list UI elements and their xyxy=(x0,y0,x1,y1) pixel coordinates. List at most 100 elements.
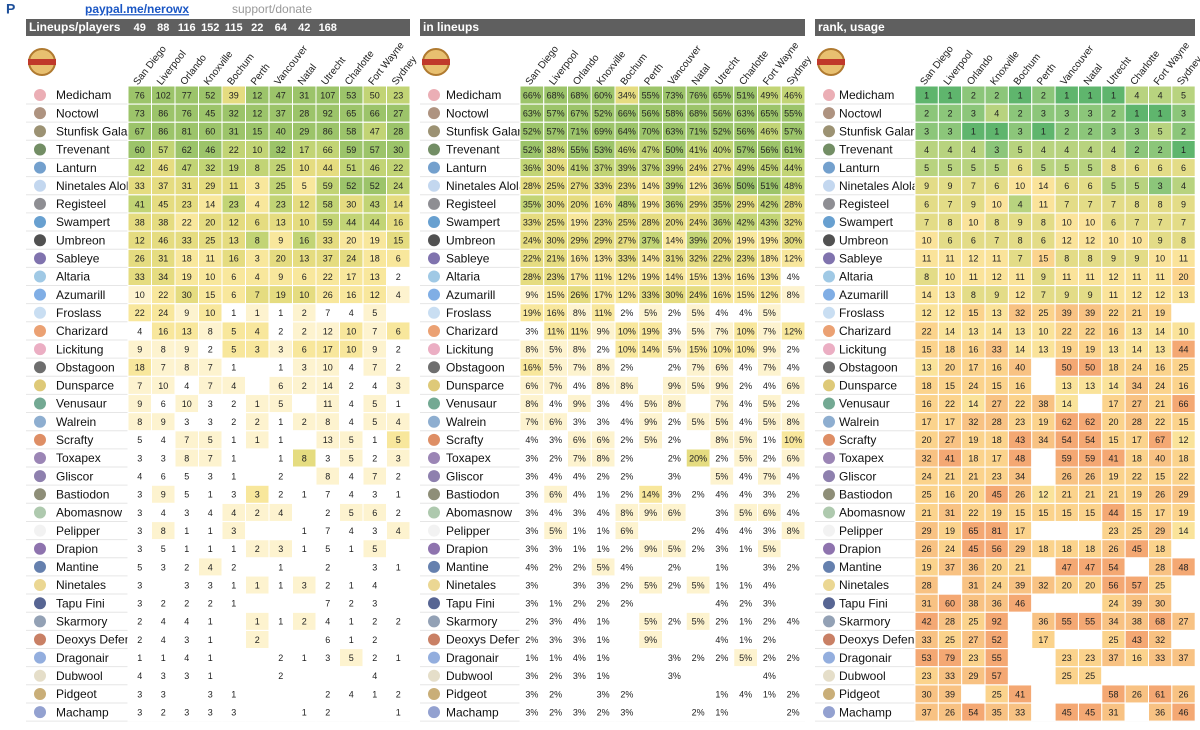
cell-value: 38 xyxy=(1038,399,1048,409)
cell-value: 6% xyxy=(597,435,610,445)
cell xyxy=(961,684,986,704)
cell-value: 11 xyxy=(323,399,332,409)
cell-value: 31 xyxy=(229,127,239,137)
pokemon-name: Dragonair xyxy=(56,651,109,665)
cell-value: 22 xyxy=(945,399,955,409)
cell-value: 5% xyxy=(739,653,752,663)
cell-value: 2 xyxy=(1158,145,1163,155)
player-count: 42 xyxy=(298,22,310,34)
cell-value: 13 xyxy=(182,326,192,336)
cell-value: 5% xyxy=(692,308,705,318)
cell-value: 30% xyxy=(784,236,802,246)
cell-value: 9 xyxy=(1041,272,1046,282)
cell-value: 17 xyxy=(323,344,333,354)
cell-value: 49% xyxy=(760,90,778,100)
cell-value: 4% xyxy=(739,417,752,427)
pokemon-name: Pidgeot xyxy=(56,687,97,701)
cell-value: 4 xyxy=(948,145,953,155)
cell-value: 67 xyxy=(1155,435,1165,445)
cell-value: 23 xyxy=(1108,526,1118,536)
cell-value: 23 xyxy=(1085,653,1095,663)
pokemon-icon xyxy=(428,361,440,374)
cell-value: 2% xyxy=(620,435,633,445)
cell-value: 2% xyxy=(763,635,776,645)
pokemon-icon xyxy=(823,615,835,628)
cell-value: 18 xyxy=(1085,544,1095,554)
cell-value: 7% xyxy=(573,363,586,373)
cell-value: 60% xyxy=(594,90,612,100)
cell-value: 86 xyxy=(323,127,333,137)
cell-value: 22 xyxy=(1085,326,1095,336)
cell-value: 5 xyxy=(278,399,283,409)
cell-value: 2 xyxy=(396,472,401,482)
cell-value: 22% xyxy=(523,254,541,264)
cell-value: 20 xyxy=(1062,580,1072,590)
cell-value: 7 xyxy=(994,236,999,246)
cell-value: 13 xyxy=(370,272,380,282)
cell-value: 6 xyxy=(161,399,166,409)
cell-value: 3 xyxy=(161,453,166,463)
donate-link[interactable]: paypal.me/nerowx xyxy=(85,2,189,16)
cell-value: 33% xyxy=(594,181,612,191)
cell-value: 17 xyxy=(299,145,309,155)
cell-value: 10 xyxy=(299,217,309,227)
cell-value: 5% xyxy=(668,544,681,554)
pokemon-icon xyxy=(34,306,46,319)
pokemon-name: Scrafty xyxy=(839,433,876,447)
cell-value: 24 xyxy=(1132,363,1142,373)
cell-value: 2% xyxy=(787,689,800,699)
cell-value: 22 xyxy=(1062,326,1072,336)
cell-value: 2% xyxy=(787,490,800,500)
pokemon-name: Ninetales Alola xyxy=(839,179,919,193)
cell-value: 4% xyxy=(787,363,800,373)
cell-value: 39 xyxy=(1015,580,1025,590)
cell-value: 29 xyxy=(299,127,309,137)
cell-value: 5 xyxy=(948,163,953,173)
cell-value: 3% xyxy=(549,617,562,627)
pokemon-icon xyxy=(34,597,46,610)
cell xyxy=(638,521,663,541)
cell xyxy=(1077,684,1103,704)
cell xyxy=(1007,666,1033,686)
cell-value: 22 xyxy=(182,217,192,227)
pokemon-name: Pelipper xyxy=(446,524,490,538)
cell-value: 64% xyxy=(618,127,636,137)
cell-value: 46 xyxy=(158,236,168,246)
cell-value: 25% xyxy=(547,181,565,191)
cell-value: 9 xyxy=(161,490,166,500)
cell-value: 2 xyxy=(278,326,283,336)
cell-value: 2% xyxy=(715,653,728,663)
cell-value: 29% xyxy=(594,236,612,246)
pokemon-name: Gliscor xyxy=(839,469,876,483)
cell-value: 10% xyxy=(713,344,731,354)
cell-value: 10 xyxy=(1038,326,1048,336)
pokemon-name: Swampert xyxy=(56,215,111,229)
cell-value: 36 xyxy=(1155,707,1165,717)
cell xyxy=(339,702,364,722)
cell xyxy=(662,521,687,541)
cell-value: 18 xyxy=(1132,453,1142,463)
cell-value: 28 xyxy=(1155,562,1165,572)
cell-value: 37 xyxy=(922,707,932,717)
cell-value: 2% xyxy=(668,363,681,373)
cell-value: 3 xyxy=(161,671,166,681)
cell-value: 10 xyxy=(968,217,978,227)
pokemon-icon xyxy=(823,125,835,138)
cell-value: 2 xyxy=(231,399,236,409)
pokemon-name: Tapu Fini xyxy=(56,596,105,610)
cell-value: 9% xyxy=(644,635,657,645)
cell-value: 2 xyxy=(255,635,260,645)
cell-value: 6 xyxy=(1134,163,1139,173)
cell-value: 10 xyxy=(205,272,215,282)
cell-value: 5% xyxy=(692,617,705,627)
cell-value: 4 xyxy=(349,490,354,500)
cell-value: 10 xyxy=(992,199,1002,209)
cell-value: 3 xyxy=(208,417,213,427)
cell-value: 14% xyxy=(665,272,683,282)
cell-value: 10 xyxy=(1155,254,1165,264)
cell-value: 48 xyxy=(1015,453,1025,463)
cell-value: 2 xyxy=(325,508,330,518)
cell-value: 9% xyxy=(644,508,657,518)
pokemon-name: Medicham xyxy=(446,88,501,102)
